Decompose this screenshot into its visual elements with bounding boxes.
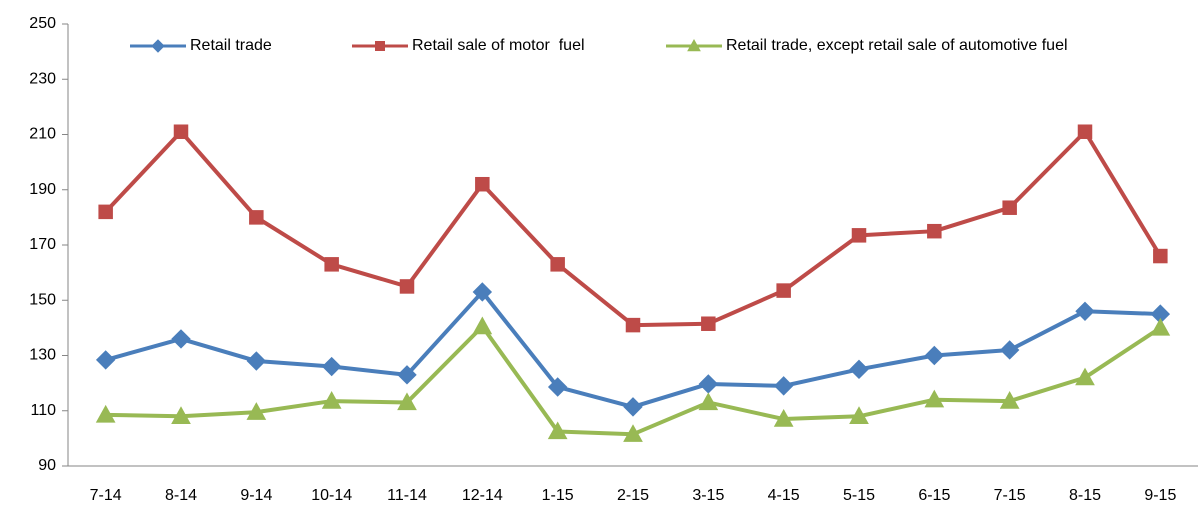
y-tick-label: 190 (29, 181, 56, 198)
marker (95, 350, 116, 370)
marker (924, 345, 945, 366)
marker (999, 391, 1020, 409)
marker (246, 351, 267, 371)
x-tick-label: 1-15 (542, 487, 574, 504)
marker (173, 124, 189, 139)
marker (98, 204, 113, 220)
marker (1002, 200, 1017, 215)
x-tick-label: 5-15 (843, 487, 875, 504)
marker (773, 409, 794, 427)
y-tick-label: 150 (29, 291, 56, 308)
x-tick-label: 7-15 (994, 487, 1026, 504)
marker (397, 365, 417, 385)
marker (95, 404, 116, 423)
marker (246, 402, 267, 420)
x-tick-label: 9-15 (1144, 487, 1176, 504)
marker (687, 38, 701, 52)
x-tick-label: 3-15 (692, 487, 724, 504)
marker (472, 282, 493, 302)
marker (1153, 248, 1168, 264)
marker (171, 329, 191, 349)
marker (851, 228, 867, 243)
marker (547, 421, 568, 440)
marker (623, 424, 643, 442)
marker (849, 406, 869, 424)
x-tick-label: 7-14 (90, 487, 122, 504)
marker (324, 257, 339, 272)
x-tick-label: 12-14 (462, 487, 503, 504)
marker (171, 406, 191, 424)
marker (849, 359, 869, 380)
marker (1150, 317, 1171, 336)
marker (698, 392, 719, 411)
x-tick-label: 6-15 (918, 487, 950, 504)
marker (472, 316, 493, 335)
y-tick-label: 170 (29, 236, 56, 253)
marker (999, 340, 1020, 360)
legend-label: Retail trade (190, 37, 272, 54)
x-tick-label: 10-14 (311, 487, 352, 504)
marker (550, 257, 565, 272)
marker (1077, 124, 1093, 139)
marker (399, 279, 415, 294)
marker (776, 283, 791, 298)
marker (1075, 367, 1095, 386)
y-tick-label: 110 (30, 402, 56, 419)
marker (397, 392, 417, 411)
marker (321, 356, 342, 377)
x-tick-label: 8-14 (165, 487, 197, 504)
y-tick-label: 230 (29, 70, 56, 87)
marker (773, 376, 794, 396)
y-tick-label: 130 (29, 347, 56, 364)
x-tick-label: 8-15 (1069, 487, 1101, 504)
marker (698, 374, 719, 394)
y-tick-label: 250 (29, 15, 56, 32)
marker (701, 316, 716, 331)
x-tick-label: 2-15 (617, 487, 649, 504)
marker (1075, 301, 1095, 322)
x-tick-label: 11-14 (387, 487, 427, 504)
marker (475, 176, 490, 192)
x-tick-label: 4-15 (768, 487, 800, 504)
marker (547, 377, 568, 397)
marker (625, 317, 641, 333)
legend-label: Retail trade, except retail sale of auto… (726, 37, 1068, 54)
marker (375, 41, 385, 51)
marker (151, 39, 165, 53)
marker (924, 389, 945, 408)
marker (623, 397, 643, 417)
y-tick-label: 210 (29, 126, 56, 143)
y-tick-label: 90 (38, 457, 56, 474)
marker (321, 391, 342, 409)
legend-label: Retail sale of motor fuel (412, 37, 585, 54)
marker (927, 223, 942, 239)
marker (249, 210, 264, 225)
series-line (104, 129, 1163, 328)
x-tick-label: 9-14 (240, 487, 272, 504)
